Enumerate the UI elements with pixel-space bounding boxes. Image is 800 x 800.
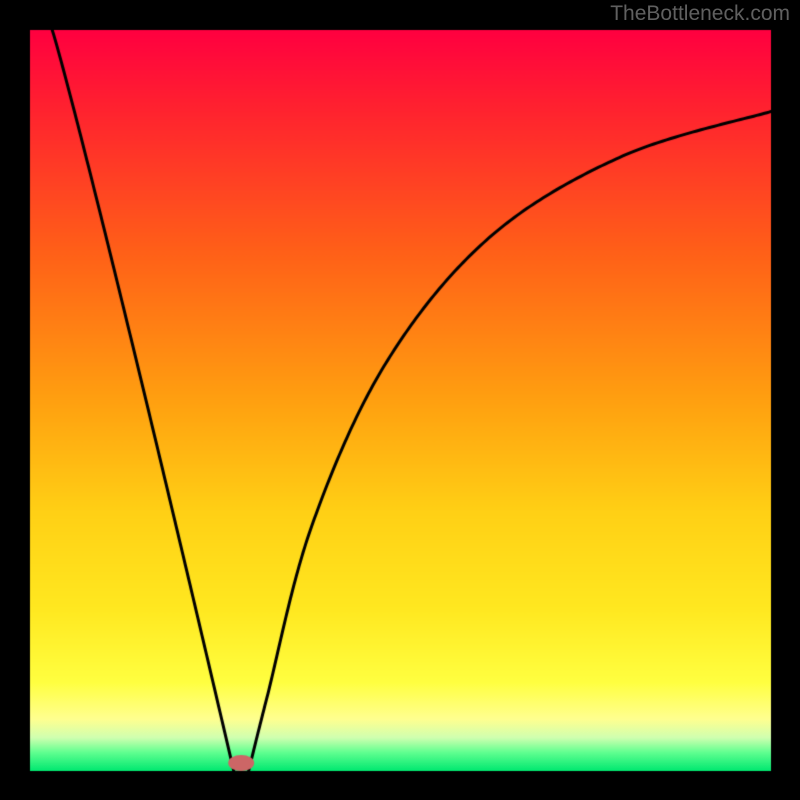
watermark-text: TheBottleneck.com bbox=[610, 2, 790, 26]
chart-container: TheBottleneck.com bbox=[0, 0, 800, 800]
bottleneck-curve-chart bbox=[0, 0, 800, 800]
